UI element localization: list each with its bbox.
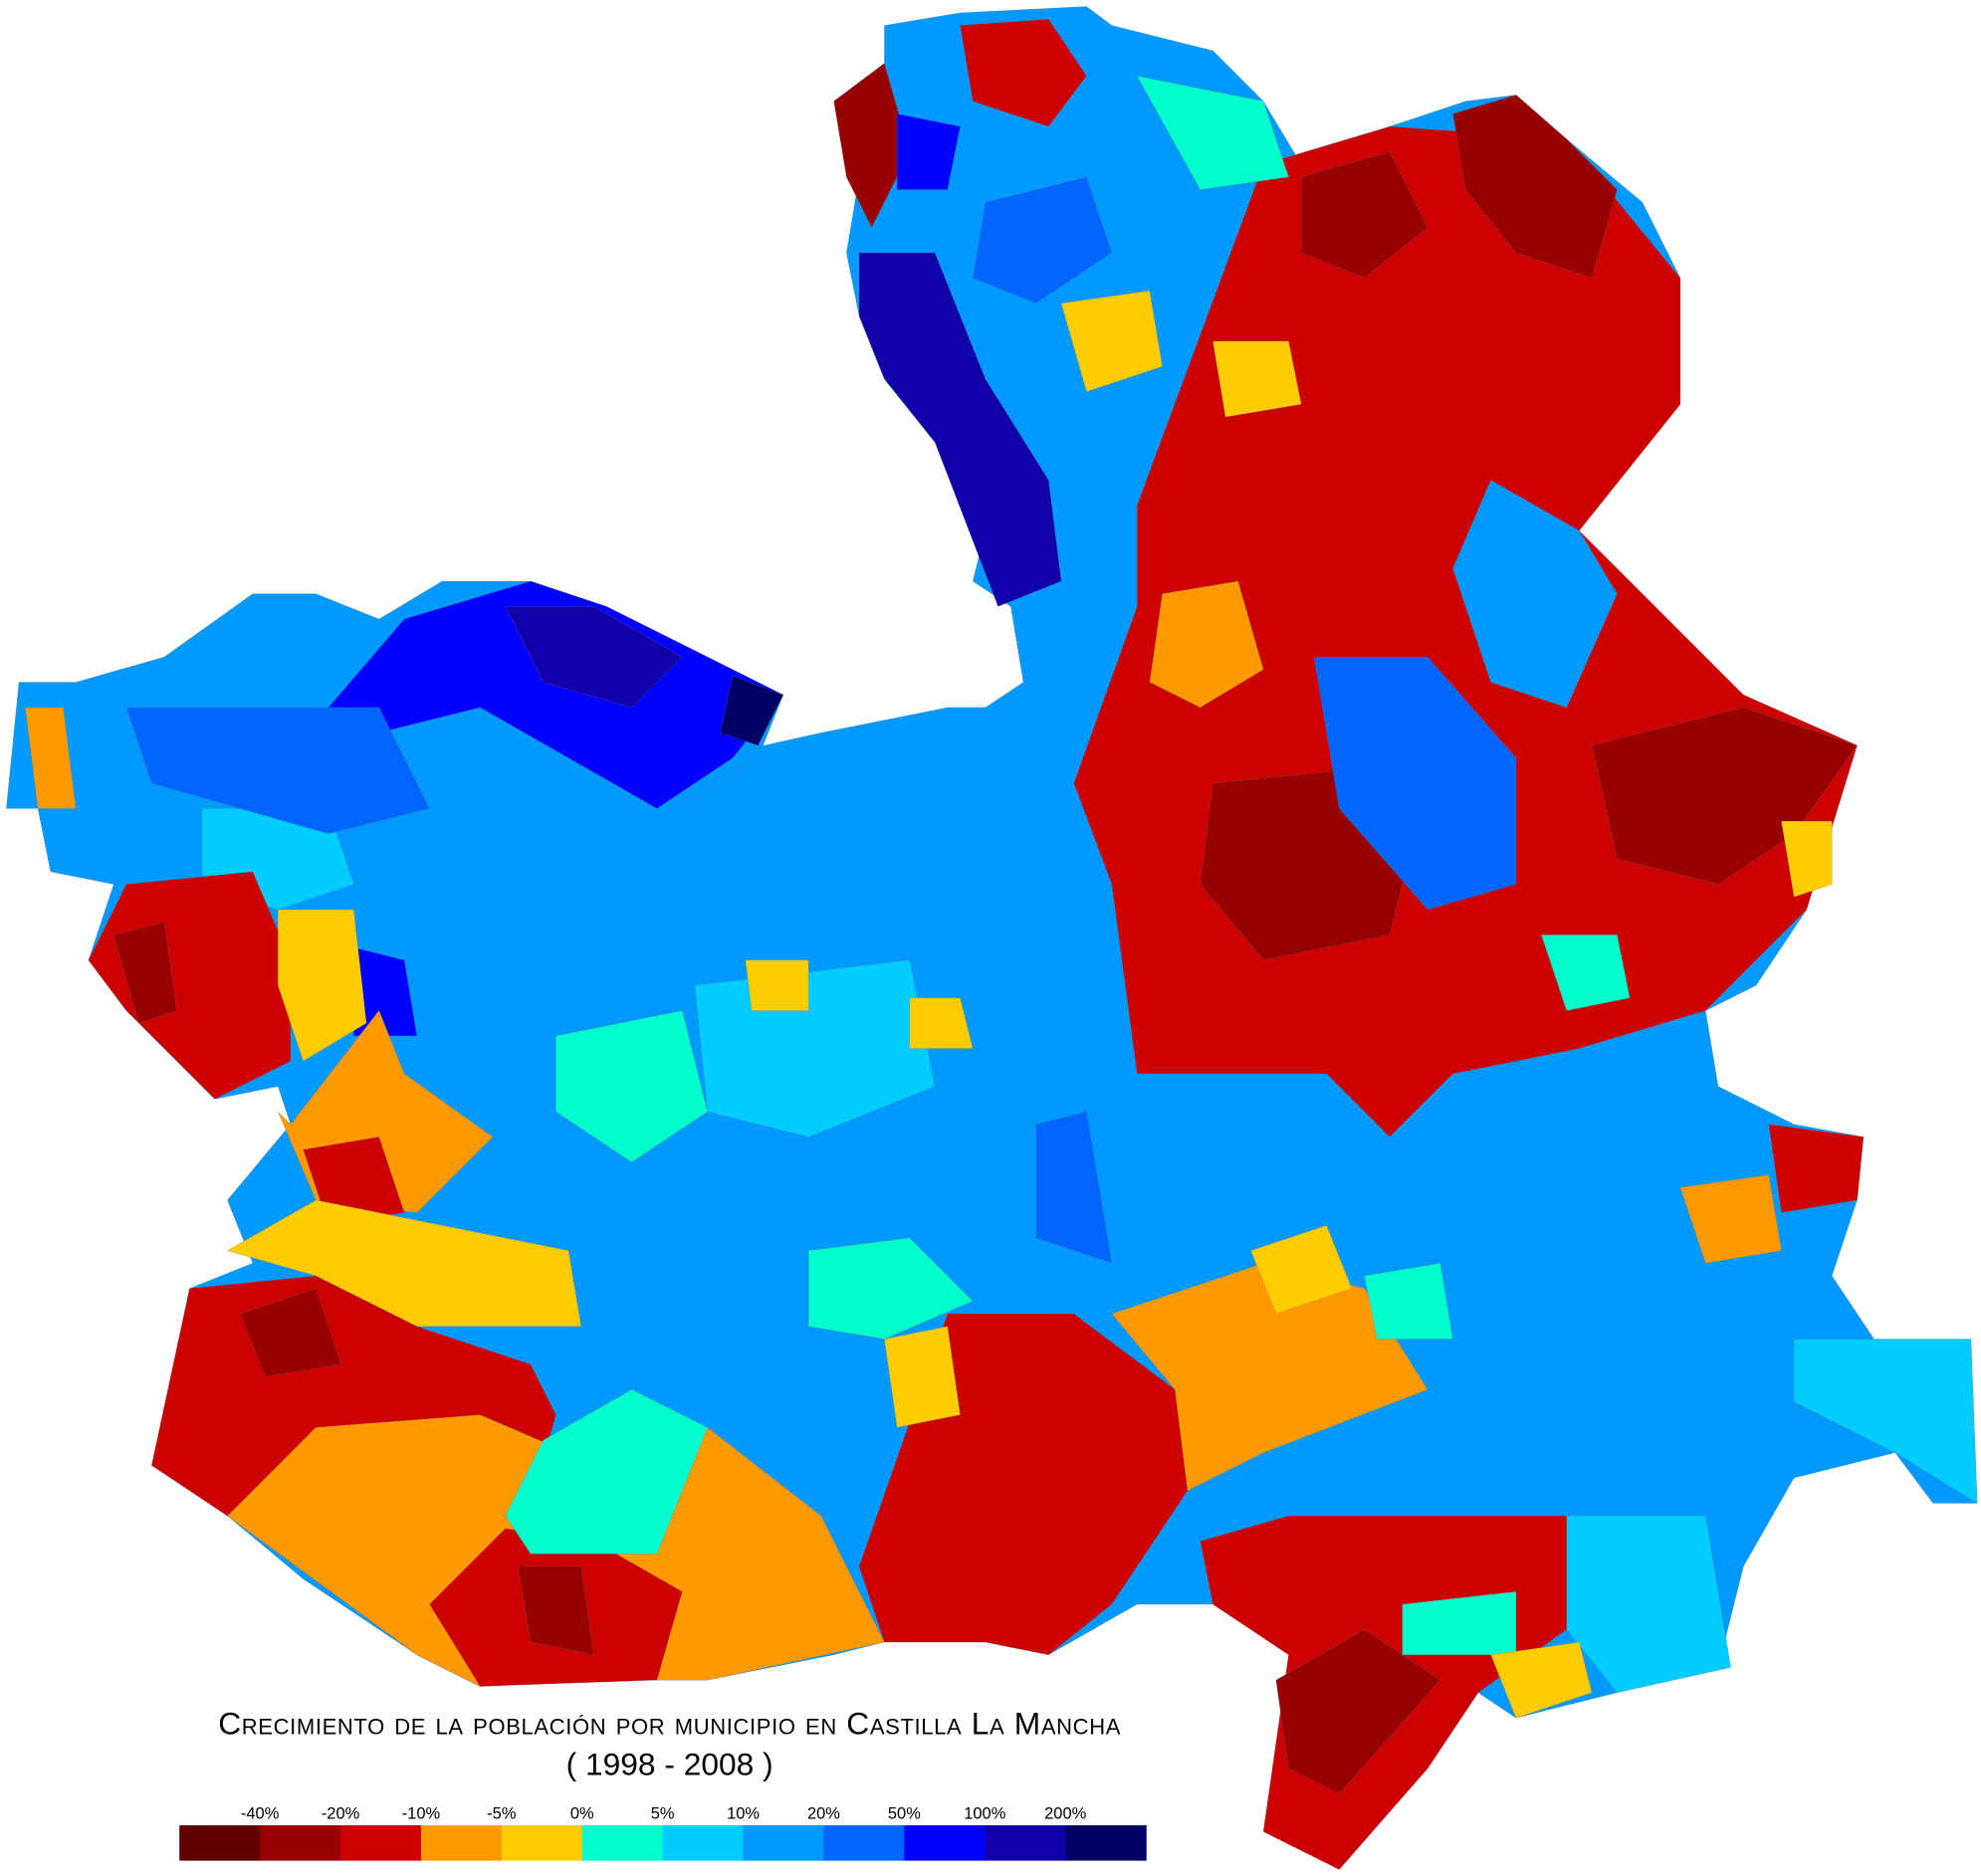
region-west-blue — [125, 707, 430, 835]
legend-swatch — [179, 1825, 261, 1861]
legend-tick-label: 200% — [1044, 1805, 1087, 1823]
legend-swatch — [904, 1825, 986, 1861]
region-southwest-darkred — [239, 1288, 342, 1377]
region-center-yellow — [909, 997, 974, 1049]
legend-swatch — [823, 1825, 906, 1861]
legend-swatch — [420, 1825, 503, 1861]
region-north-teal — [1136, 75, 1289, 190]
region-north-yellow — [1060, 290, 1163, 392]
region-nw-darkest-blue — [505, 606, 683, 709]
region-northeast-orange — [1149, 580, 1264, 709]
region-east-blue — [1313, 656, 1517, 911]
region-northeast-darkred — [1452, 95, 1618, 279]
region-southeast-darkred — [1275, 1629, 1441, 1794]
legend-swatch — [340, 1825, 422, 1861]
region-west-darkred — [112, 922, 177, 1024]
region-east-blue2 — [1452, 480, 1618, 709]
region-north-red — [960, 18, 1087, 127]
legend-tick-label: 0% — [570, 1805, 594, 1823]
legend-tick-label: -5% — [487, 1805, 517, 1823]
legend-tick-label: 20% — [807, 1805, 840, 1823]
legend-swatch — [985, 1825, 1066, 1861]
region-south-yellow-east — [1250, 1224, 1353, 1315]
region-east-teal — [1540, 935, 1631, 1011]
region-south-darkred — [518, 1565, 594, 1656]
legend-tick-label: 100% — [964, 1805, 1006, 1823]
region-south-center-teal — [807, 1237, 974, 1340]
map-title: Crecimiento de la población por municipi… — [218, 1706, 1121, 1742]
map-subtitle: ( 1998 - 2008 ) — [566, 1746, 773, 1781]
legend-swatch — [743, 1825, 825, 1861]
region-west-red — [88, 871, 292, 1100]
region-east-orange — [1679, 1174, 1782, 1264]
region-southeast-yellow — [1490, 1641, 1593, 1719]
region-south-teal — [505, 1388, 709, 1555]
region-north-blue-column — [858, 252, 1062, 607]
legend-swatch — [501, 1825, 583, 1861]
region-east-yellow — [1781, 820, 1833, 898]
legend-swatch — [260, 1825, 341, 1861]
region-southeast-teal — [1364, 1263, 1453, 1340]
region-east-cyan — [1793, 1339, 1978, 1504]
region-north-mid-blue — [972, 176, 1113, 305]
legend-ticks: -40% -20% -10% -5% 0% 5% 10% 20% 50% 100% 200% — [241, 1805, 1087, 1823]
region-west-yellow — [277, 909, 367, 1062]
legend-swatch — [662, 1825, 745, 1861]
region-nw-navy — [720, 675, 784, 746]
legend-swatch — [1065, 1825, 1147, 1861]
region-center-teal — [555, 1010, 709, 1163]
color-legend: Crecimiento de la población por municipi… — [179, 1706, 1147, 1861]
legend-tick-label: 10% — [727, 1805, 760, 1823]
region-northwest-darkred — [833, 63, 911, 229]
region-south-center-yellow — [884, 1326, 961, 1428]
region-east-red — [1768, 1124, 1865, 1213]
legend-tick-label: -20% — [322, 1805, 360, 1823]
legend-tick-label: -40% — [241, 1805, 280, 1823]
legend-swatches — [179, 1825, 1147, 1861]
legend-tick-label: -10% — [402, 1805, 441, 1823]
legend-tick-label: 50% — [888, 1805, 921, 1823]
region-north-blue — [896, 113, 961, 190]
region-center-blue — [1035, 1111, 1113, 1264]
region-center-yellow2 — [745, 959, 809, 1011]
legend-tick-label: 5% — [651, 1805, 675, 1823]
region-north-darkred — [1300, 151, 1429, 279]
municipalities — [6, 6, 1978, 1870]
region-west-orange-strip — [25, 707, 77, 809]
legend-swatch — [581, 1825, 664, 1861]
region-northeast-yellow — [1212, 340, 1302, 418]
